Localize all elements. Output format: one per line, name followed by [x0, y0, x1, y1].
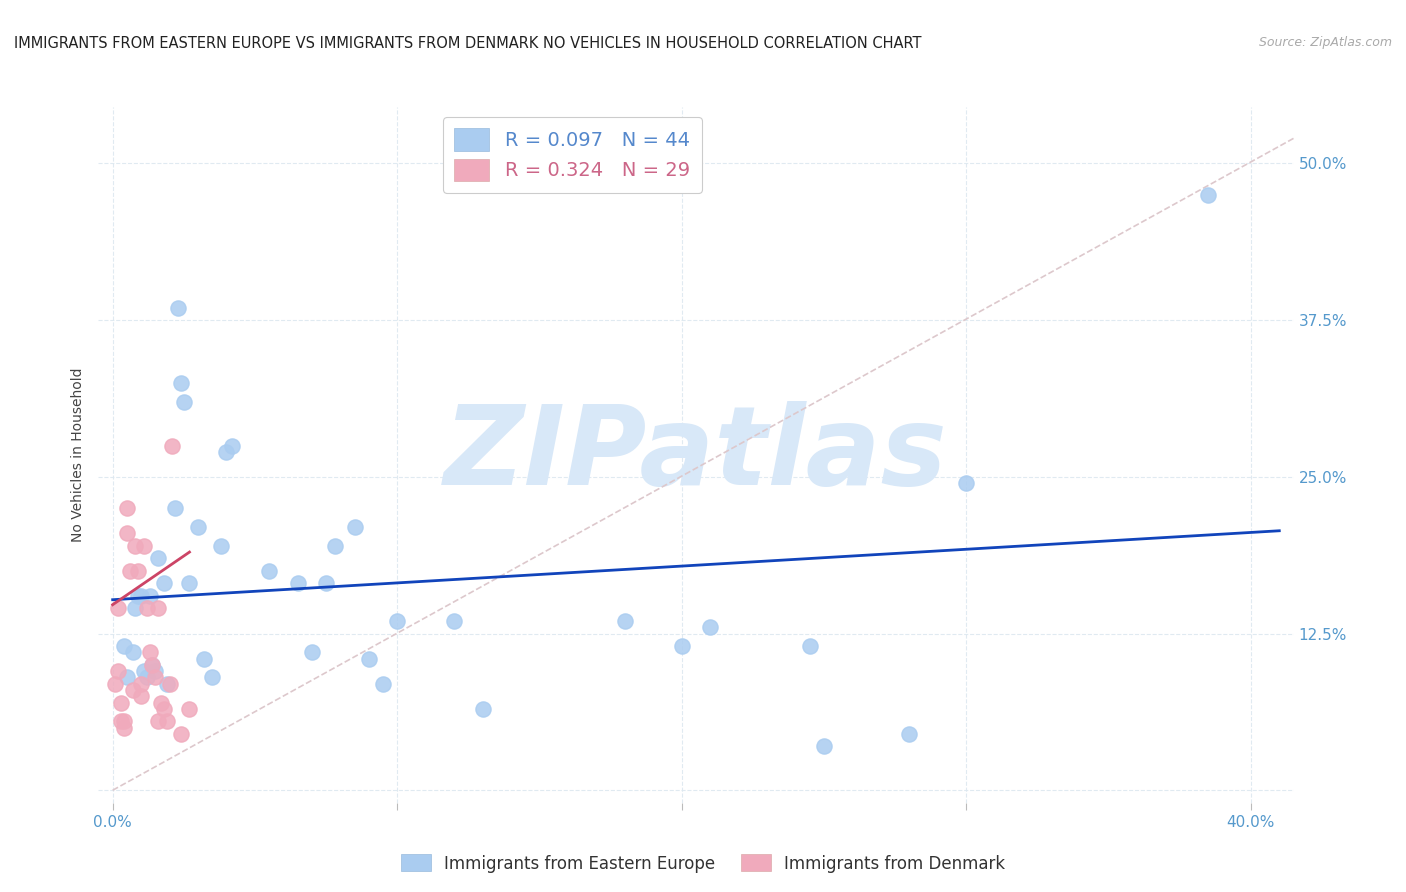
Point — [671, 639, 693, 653]
Point — [148, 601, 170, 615]
Point — [132, 539, 155, 553]
Point — [141, 657, 163, 672]
Point — [179, 702, 201, 716]
Point — [221, 438, 243, 452]
Point — [110, 714, 132, 729]
Point — [104, 676, 127, 690]
Text: Source: ZipAtlas.com: Source: ZipAtlas.com — [1258, 36, 1392, 49]
Point — [1197, 187, 1219, 202]
Point — [110, 696, 132, 710]
Point — [141, 657, 163, 672]
Point — [143, 664, 166, 678]
Point — [170, 376, 193, 390]
Point — [148, 714, 170, 729]
Point — [215, 444, 238, 458]
Point — [156, 714, 179, 729]
Point — [127, 589, 149, 603]
Point — [167, 301, 190, 315]
Point — [115, 670, 138, 684]
Point — [112, 721, 135, 735]
Point — [135, 601, 157, 615]
Point — [115, 501, 138, 516]
Legend: Immigrants from Eastern Europe, Immigrants from Denmark: Immigrants from Eastern Europe, Immigran… — [394, 847, 1012, 880]
Point — [699, 620, 721, 634]
Point — [898, 727, 921, 741]
Point — [170, 727, 193, 741]
Point — [193, 651, 215, 665]
Point — [287, 576, 309, 591]
Point — [124, 539, 146, 553]
Point — [209, 539, 232, 553]
Point — [613, 614, 636, 628]
Point — [112, 714, 135, 729]
Point — [156, 676, 179, 690]
Point — [153, 576, 176, 591]
Point — [315, 576, 337, 591]
Point — [129, 690, 152, 704]
Point — [153, 702, 176, 716]
Point — [443, 614, 465, 628]
Point — [118, 564, 141, 578]
Point — [143, 670, 166, 684]
Point — [357, 651, 380, 665]
Point — [124, 601, 146, 615]
Point — [150, 696, 173, 710]
Point — [471, 702, 494, 716]
Legend: R = 0.097   N = 44, R = 0.324   N = 29: R = 0.097 N = 44, R = 0.324 N = 29 — [443, 117, 702, 193]
Point — [343, 520, 366, 534]
Point — [813, 739, 835, 754]
Point — [127, 564, 149, 578]
Point — [173, 394, 195, 409]
Point — [132, 664, 155, 678]
Point — [129, 676, 152, 690]
Point — [187, 520, 209, 534]
Point — [385, 614, 409, 628]
Point — [115, 526, 138, 541]
Point — [112, 639, 135, 653]
Point — [301, 645, 323, 659]
Point — [799, 639, 821, 653]
Point — [121, 683, 143, 698]
Point — [162, 438, 184, 452]
Point — [257, 564, 280, 578]
Point — [135, 670, 157, 684]
Text: IMMIGRANTS FROM EASTERN EUROPE VS IMMIGRANTS FROM DENMARK NO VEHICLES IN HOUSEHO: IMMIGRANTS FROM EASTERN EUROPE VS IMMIGR… — [14, 36, 921, 51]
Point — [323, 539, 346, 553]
Point — [371, 676, 394, 690]
Point — [955, 476, 977, 491]
Point — [165, 501, 187, 516]
Point — [107, 601, 129, 615]
Point — [148, 551, 170, 566]
Point — [201, 670, 224, 684]
Point — [138, 645, 160, 659]
Text: ZIPatlas: ZIPatlas — [444, 401, 948, 508]
Y-axis label: No Vehicles in Household: No Vehicles in Household — [72, 368, 86, 542]
Point — [129, 589, 152, 603]
Point — [138, 589, 160, 603]
Point — [179, 576, 201, 591]
Point — [107, 664, 129, 678]
Point — [121, 645, 143, 659]
Point — [159, 676, 181, 690]
